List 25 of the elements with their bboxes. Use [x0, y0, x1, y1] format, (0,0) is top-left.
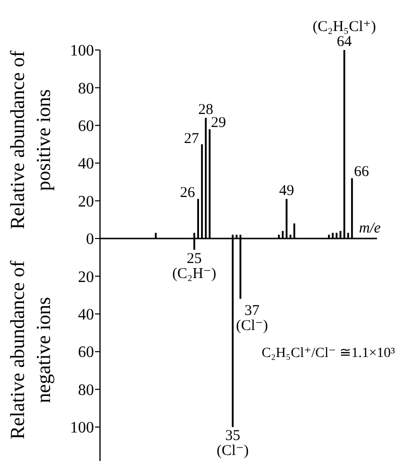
annotation: 26 [180, 185, 196, 201]
y-axis-title: Relative abundance of negative ions [7, 260, 55, 440]
y-tick-label: 100 [70, 42, 94, 60]
y-tick-label: 80 [78, 382, 94, 399]
y-tick-label: 0 [86, 231, 94, 248]
annotation: 29 [211, 115, 226, 131]
y-tick-label: 20 [78, 193, 94, 210]
y-tick-label: 80 [78, 80, 94, 98]
y-tick-label: 40 [78, 306, 94, 324]
annotation: 27 [184, 131, 200, 147]
y-tick-label: 60 [78, 344, 94, 362]
y-axis-title: Relative abundance of positive ions [7, 50, 55, 230]
annotation: 37 (Cl⁻) [236, 303, 268, 334]
y-tick-label: 60 [78, 118, 94, 135]
y-tick-label: 100 [70, 420, 94, 437]
y-tick-label: 20 [78, 268, 94, 286]
annotation: C₂H₅Cl⁺/Cl⁻ ≅1.1×10³ [262, 346, 395, 361]
y-tick-label: 40 [78, 156, 94, 173]
annotation: 49 [279, 182, 294, 199]
annotation: 35 (Cl⁻) [216, 428, 249, 460]
x-axis-title: m/e [359, 220, 381, 236]
annotation: 28 [198, 102, 214, 118]
annotation: 25 (C₂H⁻) [172, 250, 216, 282]
annotation: 66 [354, 164, 370, 180]
annotation: (C₂H₅Cl⁺) 64 [312, 19, 376, 50]
